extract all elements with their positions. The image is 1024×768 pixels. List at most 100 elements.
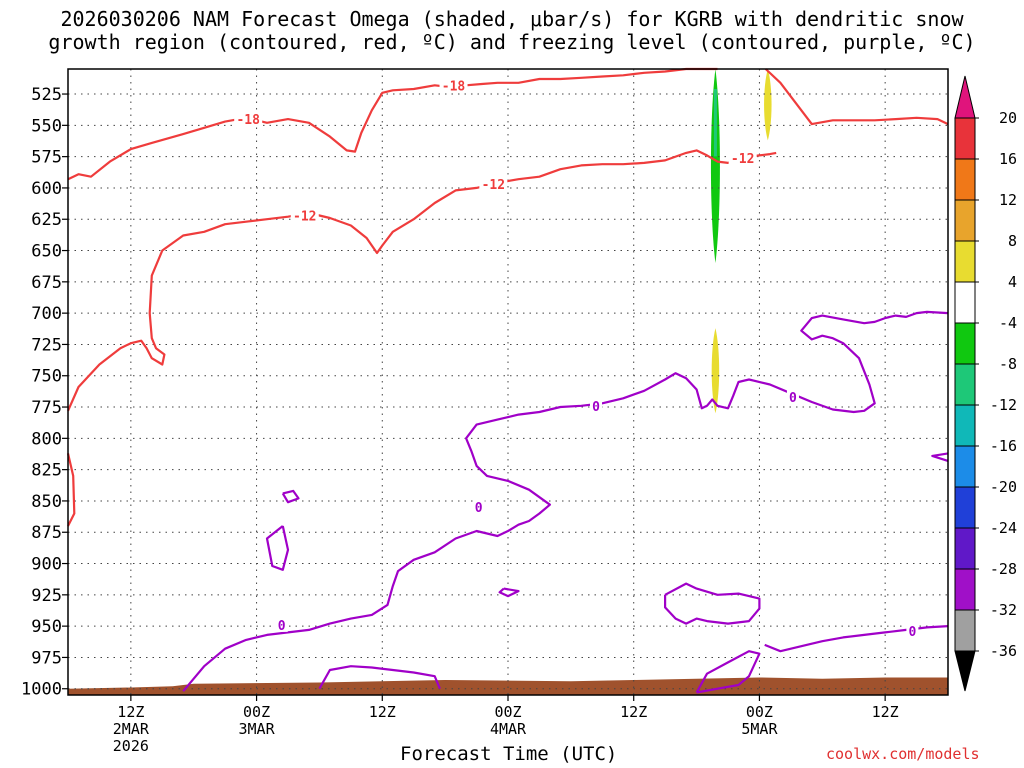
contour-label-bg-4 <box>728 150 757 165</box>
y-tick-label-625: 625 <box>31 210 62 230</box>
contour-label-8: 0 <box>278 619 286 634</box>
colorbar-bin-3 <box>954 240 976 283</box>
y-tick-label-650: 650 <box>31 242 62 262</box>
contour-label-bg-9 <box>906 624 919 639</box>
y-tick-label-1000: 1000 <box>21 680 62 700</box>
x-tick-label-78-0: 12Z <box>872 703 899 721</box>
omega-shading-layer <box>710 69 772 414</box>
colorbar-label-12: -32 <box>990 601 1017 619</box>
y-tick-label-700: 700 <box>31 304 62 324</box>
contour-label-bg-5 <box>590 398 602 413</box>
colorbar-label-5: -4 <box>999 314 1017 332</box>
y-tick-label-975: 975 <box>31 648 62 668</box>
colorbar-bin-6 <box>954 363 976 406</box>
contour-label-0: -18 <box>442 79 466 94</box>
contour-label-bg-0 <box>439 78 468 93</box>
contour-label-2: -12 <box>482 178 505 193</box>
contour-label-7: 0 <box>475 501 483 516</box>
colorbar-bin-0 <box>954 117 976 160</box>
y-tick-label-575: 575 <box>31 148 62 168</box>
y-tick-label-925: 925 <box>31 586 62 606</box>
y-tick-label-850: 850 <box>31 492 62 512</box>
contour-label-6: 0 <box>789 391 797 406</box>
dgz-contour-3 <box>66 453 76 527</box>
freezing-contour-1 <box>695 650 761 694</box>
y-tick-label-600: 600 <box>31 179 62 199</box>
contour-layer <box>66 67 949 694</box>
colorbar-bin-5 <box>954 322 976 365</box>
contour-label-bg-6 <box>786 390 799 405</box>
x-tick-label-6-2: 2026 <box>113 737 149 755</box>
y-axis-ticks: 525 550 575 600 625 650 675 700 725 750 775 800 825 8… <box>21 85 68 700</box>
contour-label-bg-1 <box>234 112 263 127</box>
x-tick-label-54-0: 12Z <box>620 703 647 721</box>
chart-title: 2026030206 NAM Forecast Omega (shaded, μ… <box>0 8 1024 54</box>
x-tick-label-30-0: 12Z <box>369 703 396 721</box>
colorbar-label-4: 4 <box>1008 273 1017 291</box>
y-tick-label-750: 750 <box>31 367 62 387</box>
colorbar-label-3: 8 <box>1008 232 1017 250</box>
x-tick-label-66-1: 5MAR <box>741 720 778 738</box>
colorbar-label-9: -20 <box>990 478 1017 496</box>
colorbar-label-2: 12 <box>999 191 1017 209</box>
colorbar-label-8: -16 <box>990 437 1017 455</box>
y-tick-label-800: 800 <box>31 429 62 449</box>
x-axis-label: Forecast Time (UTC) <box>400 743 618 765</box>
colorbar-bin-12 <box>954 609 976 652</box>
x-tick-label-6-1: 2MAR <box>113 720 150 738</box>
freezing-contour-4 <box>764 625 949 653</box>
contour-label-9: 0 <box>908 625 916 640</box>
colorbar-bin-8 <box>954 445 976 488</box>
terrain-layer <box>68 677 948 695</box>
colorbar-under-arrow <box>954 650 976 692</box>
x-tick-label-42-0: 00Z <box>494 703 521 721</box>
freezing-contour-6 <box>265 525 290 571</box>
contour-label-1: -18 <box>236 113 260 128</box>
y-tick-label-775: 775 <box>31 398 62 418</box>
y-tick-label-900: 900 <box>31 555 62 575</box>
x-tick-label-6-0: 12Z <box>117 703 144 721</box>
freezing-contour-8 <box>498 587 520 598</box>
colorbar-over-arrow <box>954 75 976 119</box>
contour-label-bg-2 <box>479 177 508 192</box>
contour-label-bg-7 <box>472 500 485 515</box>
colorbar-bin-7 <box>954 404 976 447</box>
colorbar-label-11: -28 <box>990 560 1017 578</box>
colorbar-bin-2 <box>954 199 976 242</box>
colorbar-label-0: 20 <box>999 109 1017 127</box>
colorbar-label-7: -12 <box>990 396 1017 414</box>
freezing-contour-3 <box>664 582 761 625</box>
colorbar: 20 16 12 8 4 -4 -8 -12 -16 -20 -24 -28 -32 -36 <box>954 75 1017 692</box>
grid-layer <box>68 69 948 695</box>
freezing-contour-0 <box>182 310 949 692</box>
contour-label-layer: -18 -18 -12 -12 -12 0 0 0 0 0 <box>234 78 919 640</box>
x-tick-label-66-0: 00Z <box>746 703 773 721</box>
colorbar-bin-9 <box>954 486 976 529</box>
title-line-1: 2026030206 NAM Forecast Omega (shaded, μ… <box>60 7 964 31</box>
contour-label-4: -12 <box>731 152 754 167</box>
colorbar-bin-10 <box>954 527 976 570</box>
y-tick-label-550: 550 <box>31 116 62 136</box>
contour-label-5: 0 <box>592 400 600 415</box>
y-tick-label-725: 725 <box>31 335 62 355</box>
freezing-contour-7 <box>281 489 300 504</box>
dgz-contour-0 <box>67 67 718 181</box>
credit-text: coolwx.com/models <box>826 745 980 763</box>
x-tick-label-18-0: 00Z <box>243 703 270 721</box>
colorbar-label-1: 16 <box>999 150 1017 168</box>
omega-shade-1 <box>764 69 772 141</box>
colorbar-label-10: -24 <box>990 519 1017 537</box>
colorbar-label-6: -8 <box>999 355 1017 373</box>
y-tick-label-950: 950 <box>31 617 62 637</box>
omega-shade-2 <box>711 328 720 414</box>
terrain-surface <box>68 677 948 695</box>
dgz-contour-1 <box>764 68 949 126</box>
contour-label-3: -12 <box>293 209 316 224</box>
x-tick-label-42-1: 4MAR <box>490 720 527 738</box>
dgz-contour-2 <box>66 149 777 412</box>
y-tick-label-825: 825 <box>31 461 62 481</box>
contour-label-bg-3 <box>290 208 319 223</box>
contour-label-bg-8 <box>275 617 288 632</box>
